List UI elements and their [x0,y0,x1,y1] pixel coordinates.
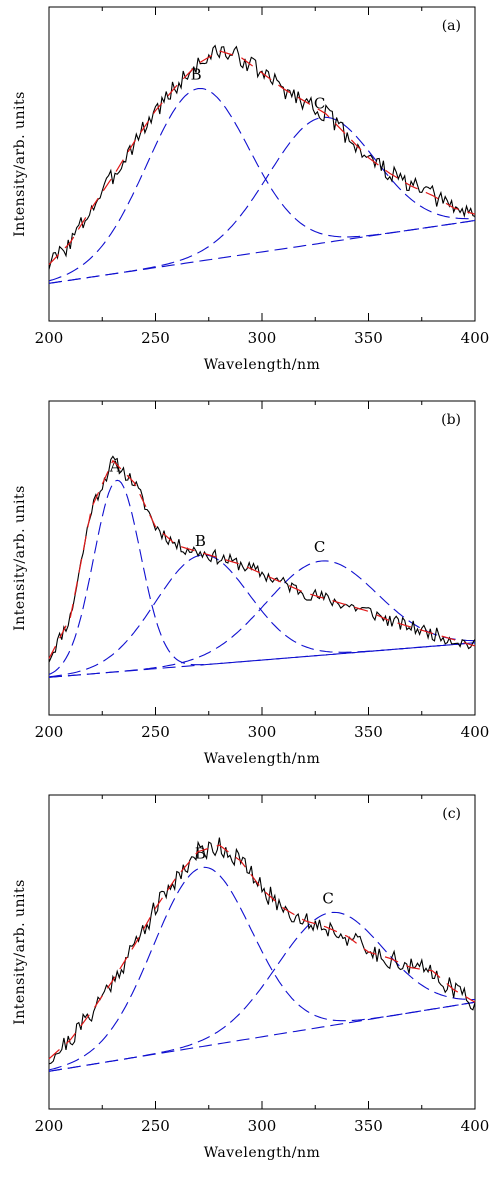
x-tick-label: 350 [354,329,383,347]
peak-label-b: B [191,66,202,84]
chart-panel-b: 200 250 300 350 400 Wavelength/nm Intensity/ar… [0,394,497,788]
chart-panel-c: 200 250 300 350 400 Wavelength/nm Intensity/ar… [0,788,497,1182]
x-tick-label: 200 [35,329,64,347]
cumulative-fit-line [48,459,476,659]
chart-svg-c: 200 250 300 350 400 Wavelength/nm Intensity/ar… [12,794,490,1161]
x-tick-label: 400 [461,723,490,741]
peak-label-c: C [322,890,333,908]
baseline-line [48,1001,476,1072]
baseline-line [48,219,476,284]
x-tick-label: 300 [248,1117,277,1135]
x-tick-label: 300 [248,723,277,741]
peak-component-a [48,479,476,675]
measured-spectrum-line [48,455,476,663]
x-tick-label: 350 [354,1117,383,1135]
x-tick-label: 400 [461,329,490,347]
baseline-line [48,642,476,678]
chart-panel-a: 200 250 300 350 400 Wavelength/nm Intensity/ar… [0,0,497,394]
measured-spectrum-line [48,44,476,270]
x-axis-label: Wavelength/nm [204,751,321,767]
peak-component-b [48,554,476,678]
peak-label-b: B [195,844,206,862]
peak-label-b: B [195,532,206,550]
x-tick-label: 200 [35,723,64,741]
cumulative-fit-line [48,844,476,1060]
x-axis-label: Wavelength/nm [204,1145,321,1161]
x-tick-label: 200 [35,1117,64,1135]
peak-component-b [48,866,476,1071]
x-tick-label: 350 [354,723,383,741]
x-axis-label: Wavelength/nm [204,357,321,373]
plot-frame [48,400,476,716]
chart-svg-a: 200 250 300 350 400 Wavelength/nm Intensity/ar… [12,6,490,373]
y-axis-label: Intensity/arb. units [12,485,28,631]
x-tick-label: 250 [141,329,170,347]
x-tick-label: 250 [141,1117,170,1135]
peak-label-c: C [314,95,325,113]
y-axis-label: Intensity/arb. units [12,91,28,237]
chart-svg-b: 200 250 300 350 400 Wavelength/nm Intensity/ar… [12,400,490,767]
panel-label: (b) [441,412,461,428]
x-tick-label: 250 [141,723,170,741]
peak-label-c: C [314,538,325,556]
y-axis-label: Intensity/arb. units [12,879,28,1025]
panel-label: (a) [442,18,461,34]
x-tick-label: 400 [461,1117,490,1135]
cumulative-fit-line [48,50,476,265]
peak-component-c [48,560,475,678]
x-tick-label: 300 [248,329,277,347]
measured-spectrum-line [48,837,476,1065]
panel-label: (c) [442,806,461,822]
peak-component-c [48,116,476,284]
peak-component-c [48,911,476,1072]
peak-component-b [48,87,476,282]
